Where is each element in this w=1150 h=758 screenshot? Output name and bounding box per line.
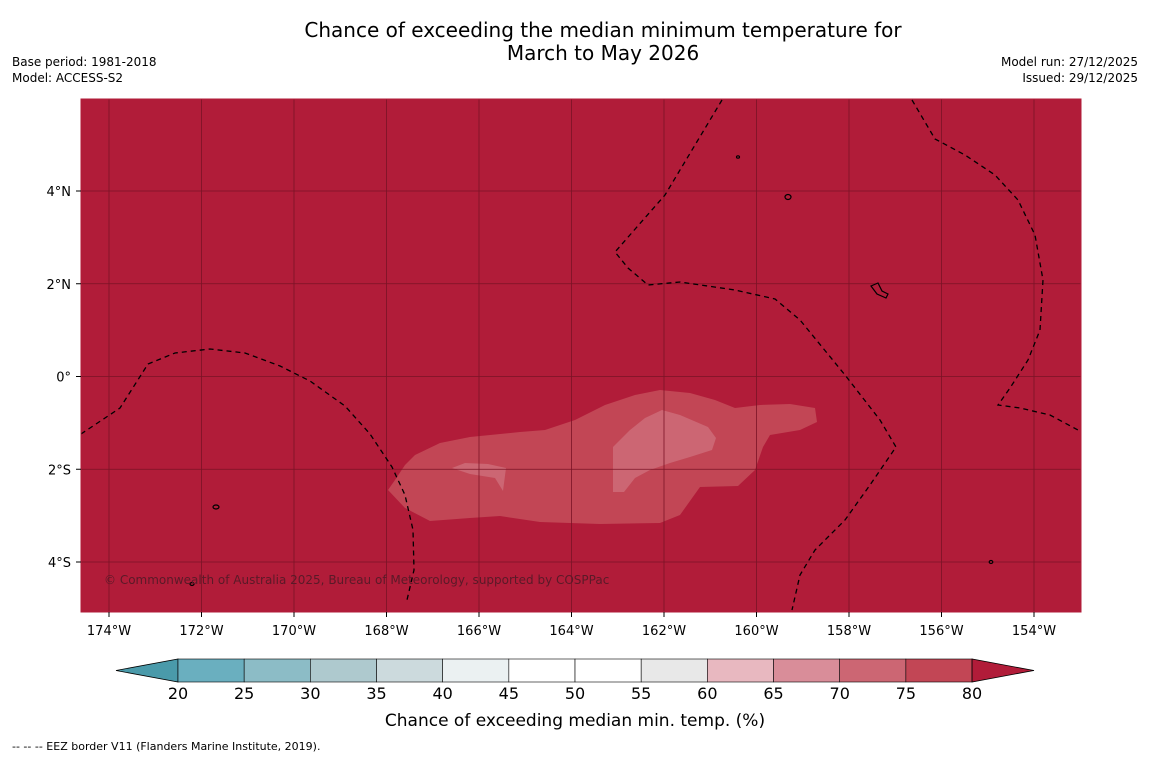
colorbar-tick-label: 65	[763, 684, 783, 703]
x-tick-label: 156°W	[919, 624, 963, 639]
x-tick-label: 166°W	[457, 624, 501, 639]
colorbar-tick-label: 40	[433, 684, 453, 703]
colorbar	[115, 658, 1035, 683]
colorbar-tick-label: 25	[234, 684, 254, 703]
colorbar-segment	[508, 658, 576, 683]
colorbar-tick-label: 60	[697, 684, 717, 703]
colorbar-tick-label: 70	[830, 684, 850, 703]
colorbar-tick-label: 50	[565, 684, 585, 703]
map-grid	[81, 99, 1081, 612]
map-border	[80, 98, 1082, 613]
island-marker	[988, 559, 994, 565]
colorbar-tick-label: 80	[962, 684, 982, 703]
x-tick-label: 154°W	[1012, 624, 1056, 639]
colorbar-extend-high	[971, 658, 1035, 683]
x-tick-label: 174°W	[87, 624, 131, 639]
model-run: Model run: 27/12/2025	[1000, 55, 1138, 69]
colorbar-extend-low	[115, 658, 179, 683]
colorbar-segment	[243, 658, 311, 683]
colorbar-tick-label: 35	[366, 684, 386, 703]
y-tick-label: 4°N	[47, 185, 72, 200]
x-tick-label: 160°W	[734, 624, 778, 639]
x-tick-label: 162°W	[642, 624, 686, 639]
y-tick-label: 2°N	[47, 278, 72, 293]
x-tick-label: 170°W	[272, 624, 316, 639]
colorbar-tick-label: 75	[896, 684, 916, 703]
colorbar-tick-label: 45	[499, 684, 519, 703]
colorbar-segment	[640, 658, 708, 683]
colorbar-segment	[839, 658, 907, 683]
region-70-75-east	[613, 410, 716, 492]
title-line-2: March to May 2026	[506, 41, 700, 65]
eez-footnote: -- -- -- EEZ border V11 (Flanders Marine…	[12, 740, 321, 753]
x-tick-label: 164°W	[549, 624, 593, 639]
eez-border-west	[80, 348, 415, 601]
island-marker	[784, 193, 792, 201]
base-period: Base period: 1981-2018	[12, 55, 157, 69]
model-name: Model: ACCESS-S2	[12, 71, 124, 85]
island-outlines	[189, 155, 994, 587]
map-panel	[81, 99, 1081, 612]
region-70-75-west	[452, 463, 506, 491]
y-axis-labels: 4°N 2°N 0° 2°S 4°S	[47, 185, 81, 571]
colorbar-title: Chance of exceeding median min. temp. (%…	[385, 711, 765, 731]
eez-border-east	[911, 99, 1079, 431]
island-marker	[212, 504, 220, 510]
region-65-70	[388, 390, 817, 524]
colorbar-tick-label: 30	[300, 684, 320, 703]
copyright-text: © Commonwealth of Australia 2025, Bureau…	[104, 573, 609, 587]
colorbar-segment	[310, 658, 377, 683]
title-line-1: Chance of exceeding the median minimum t…	[304, 18, 902, 42]
eez-borders	[80, 99, 1079, 611]
island-marker	[735, 155, 741, 159]
y-tick-label: 2°S	[48, 463, 71, 478]
colorbar-segment	[707, 658, 774, 683]
x-tick-label: 158°W	[827, 624, 871, 639]
x-tick-label: 168°W	[364, 624, 408, 639]
colorbar-segment	[376, 658, 443, 683]
colorbar-tick-label: 55	[631, 684, 651, 703]
x-axis-labels: 174°W 172°W 170°W 168°W 166°W 164°W 162°W 160°W…	[87, 612, 1056, 639]
colorbar-segment	[177, 658, 245, 683]
x-tick-label: 172°W	[179, 624, 223, 639]
meta-right: Model run: 27/12/2025 Issued: 29/12/2025	[1001, 54, 1138, 86]
colorbar-segment	[574, 658, 642, 683]
colorbar-segment	[905, 658, 973, 683]
meta-left: Base period: 1981-2018 Model: ACCESS-S2	[12, 54, 157, 86]
y-tick-label: 4°S	[48, 556, 71, 571]
issued-date: Issued: 29/12/2025	[1022, 71, 1138, 85]
colorbar-segment	[442, 658, 510, 683]
island-marker	[189, 581, 195, 587]
map-title: Chance of exceeding the median minimum t…	[0, 19, 1150, 65]
colorbar-tick-labels: 20 25 30 35 40 45 50 55 60 65 70 75 80	[168, 684, 982, 703]
eez-border-center	[614, 99, 897, 611]
island-marker	[870, 282, 889, 299]
colorbar-segment	[773, 658, 841, 683]
colorbar-tick-label: 20	[168, 684, 188, 703]
y-tick-label: 0°	[56, 371, 71, 386]
